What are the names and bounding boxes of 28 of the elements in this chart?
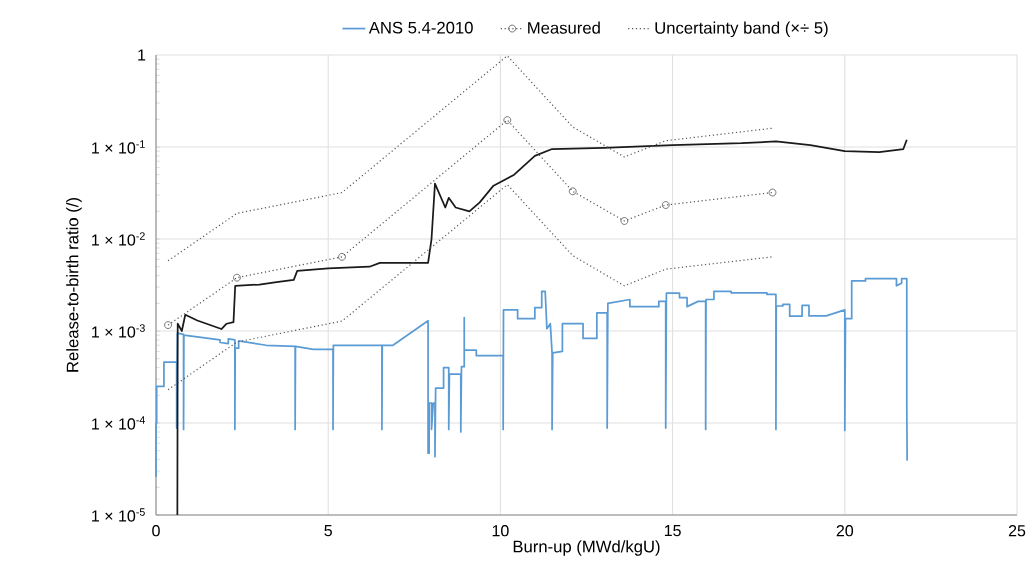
y-tick-label: 1 × 10$^{-1}$ — [92, 140, 145, 154]
x-tick-label: 5 — [324, 525, 332, 537]
point — [620, 217, 629, 225]
y-tick-label: 1 — [138, 49, 146, 61]
x-tick-label: 15 — [664, 525, 681, 537]
line-series — [176, 138, 908, 516]
x-tick-label: 10 — [492, 525, 509, 537]
legend-label: ANS 5.4-2010 — [368, 21, 473, 34]
legend-label: Uncertainty band (×÷ 5) — [655, 21, 828, 38]
x-tick-label: 20 — [836, 525, 854, 537]
line-series — [155, 277, 909, 478]
legend-label: Measured — [528, 21, 600, 34]
point — [503, 116, 512, 124]
point — [233, 273, 241, 282]
point — [568, 187, 577, 196]
point — [768, 188, 777, 197]
line-series — [167, 55, 774, 262]
y-tick-label: 1 × 10$^{-5}$ — [92, 508, 145, 522]
x-tick-label: 25 — [1008, 525, 1026, 537]
y-tick-label: 1 × 10$^{-4}$ — [92, 416, 145, 430]
y-tick-label: 1 × 10$^{-3}$ — [92, 324, 145, 338]
y-tick-label: 1 × 10$^{-2}$ — [92, 232, 145, 246]
point — [164, 321, 172, 329]
x-tick-label: 0 — [152, 525, 160, 537]
x-axis-title: Burn-up (MWd/kgU) — [513, 540, 660, 556]
point — [661, 201, 670, 209]
point — [338, 252, 346, 261]
y-axis-title: Release-to-birth ratio (/) — [66, 198, 82, 372]
